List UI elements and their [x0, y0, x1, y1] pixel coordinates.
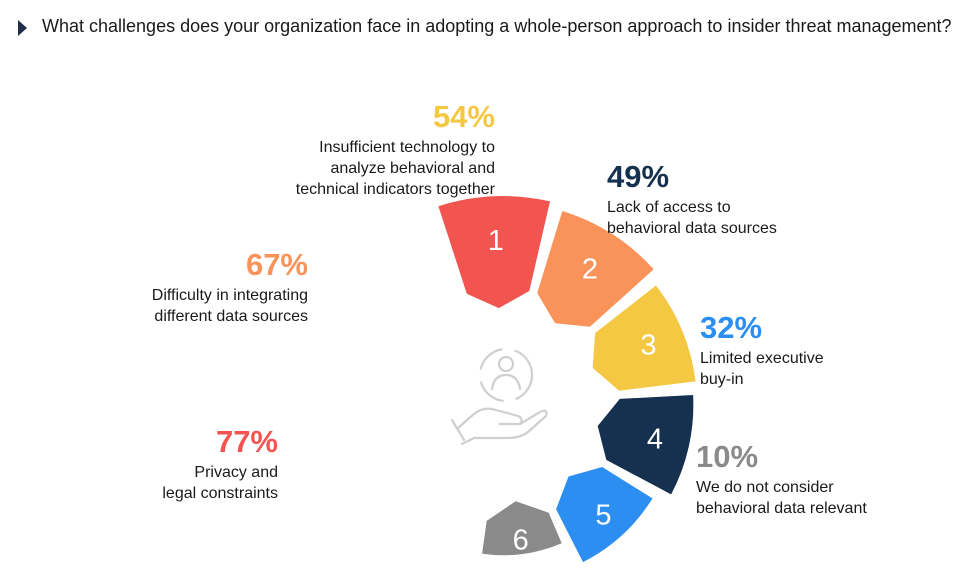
segment-number-5: 5	[595, 500, 611, 532]
category-label-5: buy-in	[700, 371, 744, 388]
labels-group: 77% Privacy and legal constraints 67% Diffic…	[152, 99, 868, 517]
hand-holding-person-icon	[450, 347, 548, 446]
segment-number-1: 1	[488, 225, 504, 257]
segment-number-6: 6	[513, 524, 529, 556]
category-label-4: behavioral data sources	[607, 220, 777, 237]
segment-4	[597, 395, 694, 495]
category-label-3: Insufficient technology to	[319, 139, 495, 156]
category-label-3: analyze behavioral and	[330, 160, 495, 177]
category-label-1: Privacy and	[194, 464, 278, 481]
percent-label-3: 54%	[433, 99, 495, 134]
percent-label-5: 32%	[700, 310, 762, 345]
segment-5	[556, 467, 653, 563]
category-label-2: different data sources	[154, 308, 308, 325]
percent-label-4: 49%	[607, 159, 669, 194]
category-label-1: legal constraints	[162, 485, 278, 502]
segment-2	[537, 211, 654, 327]
title-marker-icon	[18, 20, 27, 36]
chart-title: What challenges does your organization f…	[42, 16, 952, 36]
category-label-6: behavioral data relevant	[696, 500, 867, 517]
category-label-3: technical indicators together	[296, 181, 496, 198]
category-label-4: Lack of access to	[607, 199, 731, 216]
segment-1	[438, 196, 550, 309]
percent-label-6: 10%	[696, 439, 758, 474]
segment-number-4: 4	[647, 424, 663, 456]
segment-6	[482, 501, 562, 556]
segment-number-3: 3	[640, 330, 656, 362]
percent-label-2: 67%	[246, 247, 308, 282]
segment-3	[592, 285, 696, 391]
segments-group: 1 2 3 4 5 6	[438, 196, 696, 563]
category-label-5: Limited executive	[700, 350, 824, 367]
category-label-6: We do not consider	[696, 479, 834, 496]
percent-label-1: 77%	[216, 424, 278, 459]
segment-number-2: 2	[582, 253, 598, 285]
category-label-2: Difficulty in integrating	[152, 287, 308, 304]
